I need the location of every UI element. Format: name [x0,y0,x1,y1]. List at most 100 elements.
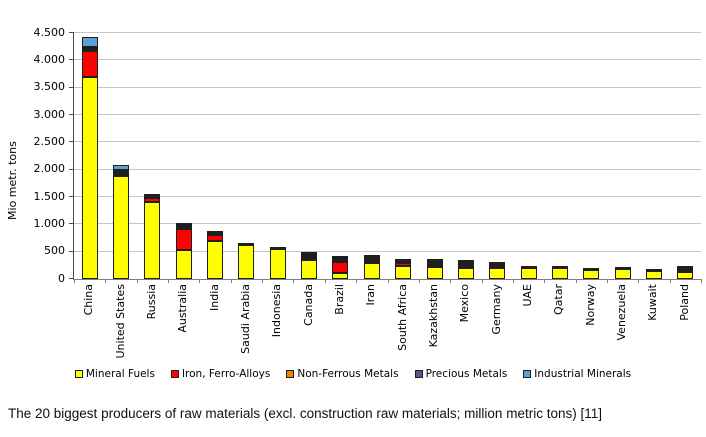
bar-segment [395,259,412,262]
x-tick-mark [450,279,452,283]
y-tick-mark [69,278,74,279]
x-tick-mark [74,279,75,283]
x-tick-mark [481,279,483,283]
bar-segment [457,268,474,279]
bar-segment [81,47,98,50]
bar-segment [81,49,98,52]
x-tick-mark [512,279,514,283]
bar-segment [144,196,161,199]
y-tick-mark [69,86,74,88]
legend-swatch-icon [414,370,423,378]
bar-segment [520,268,537,279]
x-tick-mark [418,279,420,283]
x-tick-mark [356,279,358,283]
bar-segment [207,240,224,279]
chart-figure: Mio metr. tons 0 500 1.000 1.500 2.000 2.500 3… [6,26,702,380]
bar-segment [81,51,98,77]
gridline [74,250,701,252]
x-axis-label: Iran [364,284,378,306]
y-tick-mark [69,223,74,225]
x-axis-label-slot: Saudi Arabia [230,284,261,368]
bar-Mexico [457,260,474,279]
bar-segment [175,250,192,279]
bar-segment [81,37,98,48]
x-axis-label-slot: Norway [575,284,606,368]
bar-segment [457,264,474,267]
bar-segment [113,173,130,176]
x-axis-label: Mexico [458,284,472,323]
bar-segment [426,264,443,267]
bar-segment [426,262,443,265]
bar-segment [520,266,537,269]
bar-Iran [363,254,380,279]
legend-item: Non-Ferrous Metals [286,368,399,380]
legend-item: Industrial Minerals [523,368,631,380]
bar-segment [489,268,506,279]
x-axis-label: Indonesia [270,284,284,338]
y-tick-mark [69,32,74,33]
x-axis-label: China [82,284,96,316]
x-axis-label: Norway [583,284,597,326]
x-axis-labels: China United States Russia Australia India Sa… [73,284,700,368]
gridline [74,168,701,170]
bar-segment [81,76,98,279]
legend-swatch-icon [523,370,532,378]
x-axis-label-slot: Germany [480,284,511,368]
x-axis-label-slot: Australia [167,284,198,368]
x-tick-mark [575,279,577,283]
bar-segment [457,262,474,265]
x-axis-label: South Africa [395,284,409,351]
y-tick-mark [69,114,74,115]
gridline [74,32,701,33]
bar-segment [363,254,380,257]
legend-label: Industrial Minerals [534,368,632,380]
x-axis-label-slot: Poland [669,284,700,368]
legend-item: Precious Metals [414,368,508,380]
bar-segment [269,248,286,279]
x-axis-label: Germany [489,284,503,335]
x-axis-label: Kuwait [646,284,660,321]
bar-segment [175,228,192,251]
bar-segment [426,266,443,279]
y-tick-mark [69,196,74,197]
gridline [74,141,701,143]
bar-segment [363,258,380,261]
x-axis-label-slot: United States [104,284,135,368]
gridline [74,196,701,197]
y-tick-mark [69,59,74,61]
bar-Venezuela [614,267,631,279]
bar-segment [113,165,130,170]
x-tick-mark [387,279,389,283]
bar-segment [677,269,694,272]
bar-segment [457,260,474,263]
y-tick-label: 0 [58,271,65,285]
bar-segment [426,258,443,261]
x-tick-mark [638,279,640,283]
x-axis-label-slot: Iran [355,284,386,368]
bar-Kuwait [645,268,662,279]
bar-segment [238,245,255,279]
bar-China [81,37,98,279]
x-axis-label-slot: South Africa [386,284,417,368]
y-tick-mark [69,168,74,170]
bar-segment [207,231,224,234]
bar-segment [551,268,568,279]
bar-segment [677,265,694,268]
bar-segment [645,270,662,279]
plot-area: 0 500 1.000 1.500 2.000 2.500 3.000 3.500 4.000 4… [34,26,702,284]
bar-segment [583,267,600,270]
y-tick-label: 1.500 [33,189,66,203]
bar-segment [395,261,412,264]
legend-label: Precious Metals [425,368,508,380]
bar-Germany [489,262,506,279]
y-tick-mark [69,141,74,143]
x-tick-mark [136,279,138,283]
bar-Russia [144,194,161,279]
bar-segment [677,271,694,279]
bar-segment [301,259,318,279]
bar-Kazakhstan [426,258,443,279]
bar-segment [269,246,286,249]
x-tick-mark [168,279,170,283]
bar-segment [301,255,318,258]
x-axis-label-slot: Russia [136,284,167,368]
